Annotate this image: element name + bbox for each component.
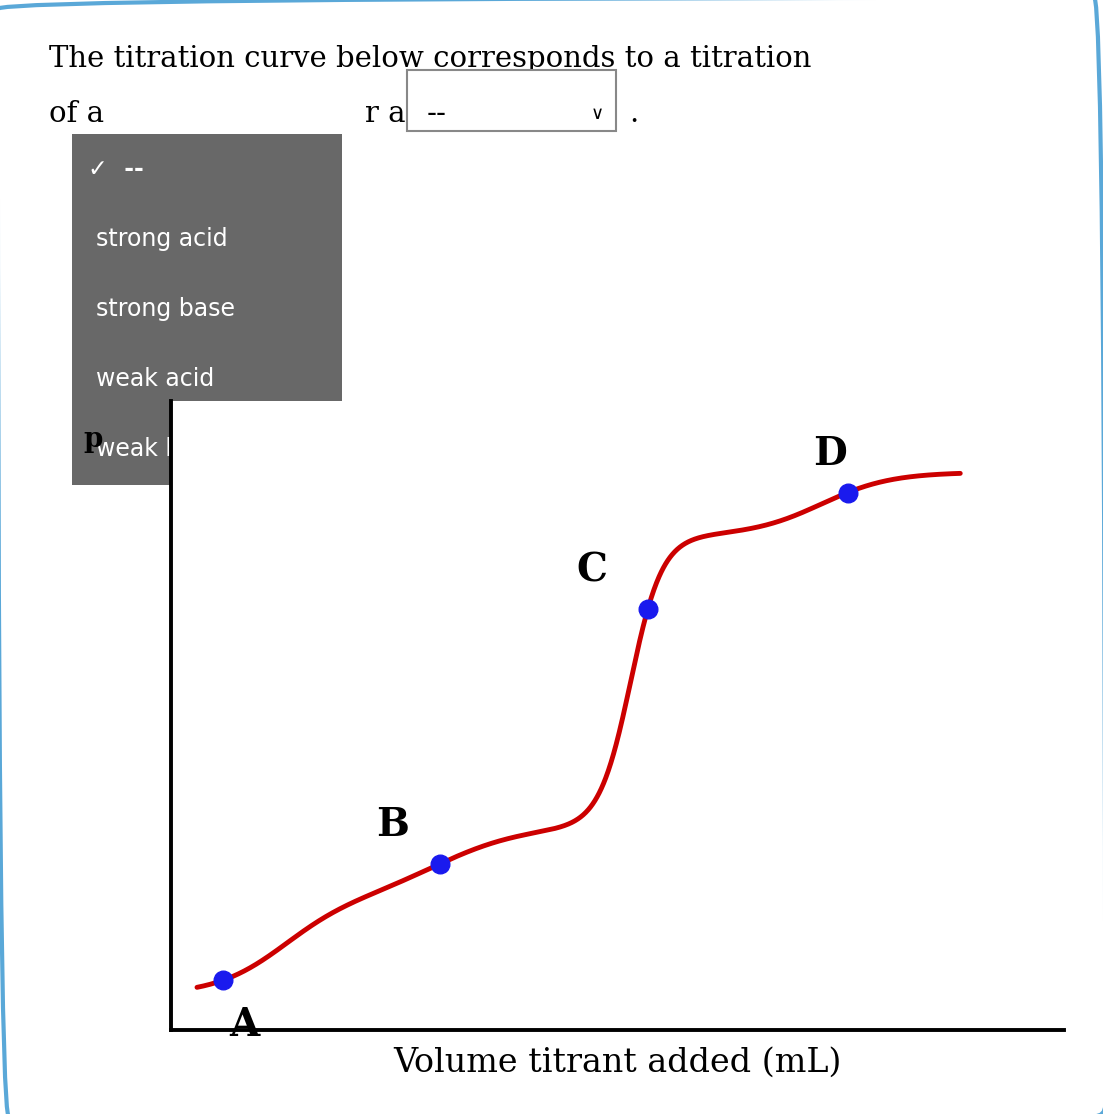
Point <box>640 600 657 618</box>
FancyBboxPatch shape <box>64 124 350 495</box>
Text: weak base: weak base <box>96 438 222 461</box>
Text: ∨: ∨ <box>590 105 603 123</box>
Text: r a: r a <box>365 99 405 128</box>
Text: strong acid: strong acid <box>96 227 227 251</box>
Text: .: . <box>629 99 639 128</box>
Text: A: A <box>229 1006 260 1044</box>
FancyBboxPatch shape <box>407 70 615 131</box>
Text: C: C <box>576 551 607 589</box>
Point <box>214 971 232 989</box>
Text: weak acid: weak acid <box>96 368 214 391</box>
Text: strong base: strong base <box>96 297 235 321</box>
Text: p: p <box>83 427 103 453</box>
Text: ✓  --: ✓ -- <box>88 157 143 180</box>
Point <box>838 483 856 501</box>
Text: B: B <box>376 807 408 844</box>
Text: of a: of a <box>49 99 104 128</box>
Text: The titration curve below corresponds to a titration: The titration curve below corresponds to… <box>49 45 812 72</box>
Point <box>431 854 449 872</box>
Text: --: -- <box>427 99 447 128</box>
X-axis label: Volume titrant added (mL): Volume titrant added (mL) <box>394 1047 842 1079</box>
Text: D: D <box>813 434 847 473</box>
